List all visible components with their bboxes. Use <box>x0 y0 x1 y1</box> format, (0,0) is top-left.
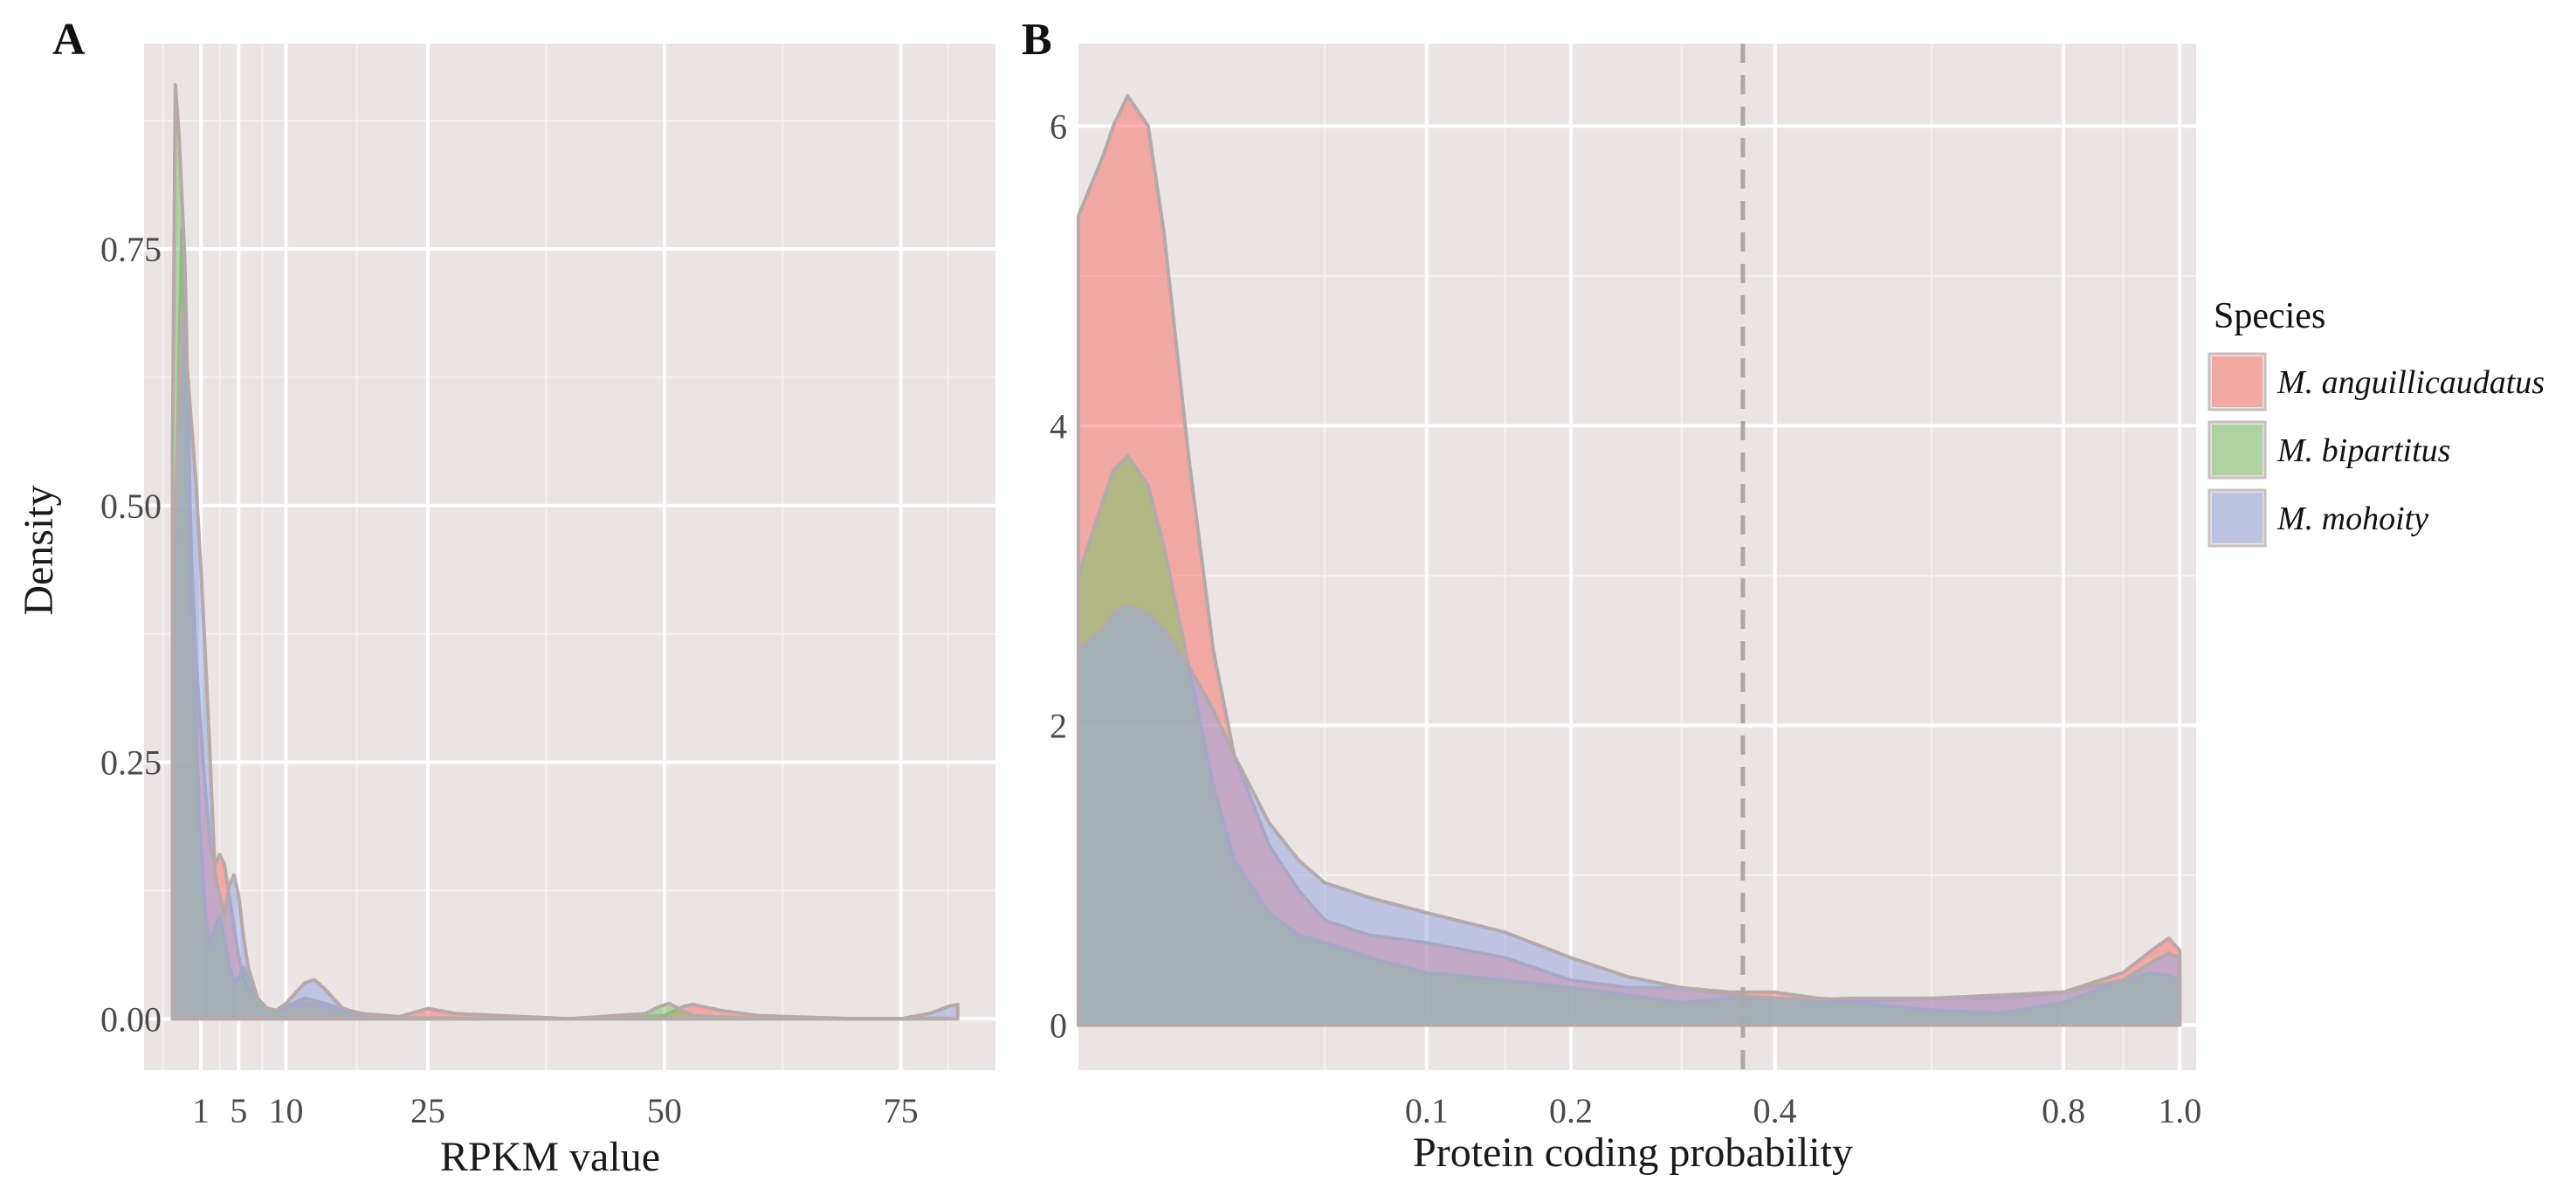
legend-title: Species <box>2214 296 2325 336</box>
x-tick-label: 5 <box>230 1091 247 1130</box>
x-tick-label: 0.8 <box>2042 1091 2085 1130</box>
panel-b-density-areas <box>1077 94 2182 1027</box>
x-tick-label: 1 <box>192 1091 210 1130</box>
panel-a-background <box>144 44 995 1070</box>
y-tick-label: 2 <box>1050 706 1067 745</box>
density-area-m-mohoity <box>170 308 960 1021</box>
panel-b: B 0 2 4 6 0.1 0.2 0.4 0.8 1.0 Protein coding pro… <box>1022 15 2201 1176</box>
legend-items: M. anguillicaudatus M. bipartitus M. mohoi… <box>2208 352 2545 548</box>
legend-label: M. mohoity <box>2276 501 2428 537</box>
panel-a-y-axis-title: Density <box>16 485 62 615</box>
x-tick-label: 0.4 <box>1753 1091 1797 1130</box>
legend: Species M. anguillicaudatus M. bipartitus… <box>2208 296 2545 548</box>
legend-key-swatch <box>2212 425 2263 475</box>
density-area-m-mohoity <box>1077 604 2182 1027</box>
panel-b-tag: B <box>1022 15 1052 65</box>
y-tick-label: 0.25 <box>100 743 162 783</box>
x-tick-label: 10 <box>269 1091 304 1130</box>
x-tick-label: 0.2 <box>1549 1091 1593 1130</box>
y-tick-label: 6 <box>1050 107 1067 146</box>
x-tick-label: 50 <box>647 1091 682 1130</box>
y-tick-label: 0 <box>1050 1006 1067 1046</box>
y-tick-label: 4 <box>1050 406 1067 446</box>
y-tick-label: 0.00 <box>100 999 162 1039</box>
x-tick-label: 75 <box>884 1091 919 1130</box>
legend-label: M. anguillicaudatus <box>2276 364 2545 401</box>
panel-b-tick-labels: 0 2 4 6 0.1 0.2 0.4 0.8 1.0 <box>1050 107 2201 1130</box>
panel-a-density-areas <box>170 83 960 1021</box>
legend-key-swatch <box>2212 356 2263 407</box>
legend-key-swatch <box>2212 493 2263 543</box>
panel-b-x-axis-title: Protein coding probability <box>1413 1129 1853 1176</box>
panel-a-tick-labels: 0.00 0.25 0.50 0.75 1 5 10 25 50 75 <box>100 230 919 1130</box>
panel-a: A 0.000.250.500.751 5 10 25 50 75 RPKM value … <box>16 15 995 1180</box>
y-tick-label: 0.50 <box>100 487 162 526</box>
panel-a-tag: A <box>52 15 86 65</box>
x-tick-label: 0.1 <box>1405 1091 1449 1130</box>
y-tick-label: 0.75 <box>100 230 162 269</box>
panel-a-x-axis-title: RPKM value <box>440 1134 660 1180</box>
x-tick-label: 1.0 <box>2158 1091 2201 1130</box>
x-tick-label: 25 <box>410 1091 445 1130</box>
legend-label: M. bipartitus <box>2276 432 2450 469</box>
